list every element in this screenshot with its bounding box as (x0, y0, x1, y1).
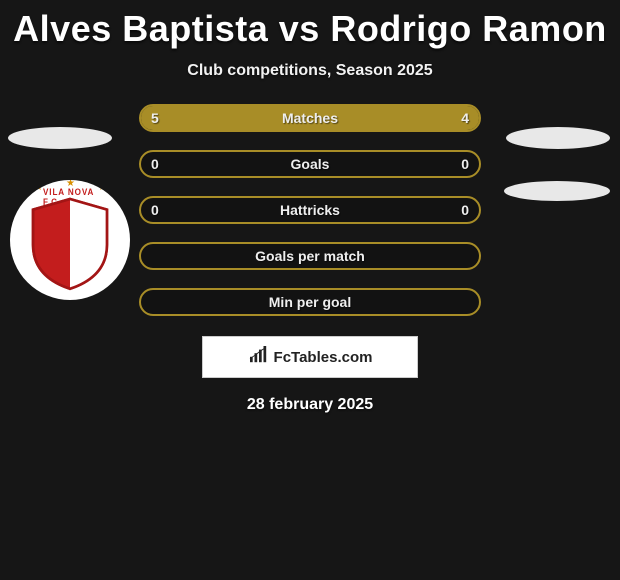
page-title: Alves Baptista vs Rodrigo Ramon (0, 0, 620, 50)
chart-icon (248, 346, 270, 369)
star-icon: ★ (98, 182, 107, 193)
date-text: 28 february 2025 (0, 396, 620, 414)
shield-icon (26, 195, 114, 293)
brand-box[interactable]: FcTables.com (202, 336, 418, 378)
stat-row: 0 0 Hattricks (139, 196, 481, 224)
stat-label: Min per goal (269, 294, 351, 310)
brand-text: FcTables.com (274, 349, 373, 366)
stat-label: Goals (291, 156, 330, 172)
stat-value-left: 0 (151, 156, 159, 172)
stat-row: Min per goal (139, 288, 481, 316)
stat-label: Goals per match (255, 248, 365, 264)
stat-value-left: 5 (151, 110, 159, 126)
player-right-placeholder-2 (504, 181, 610, 201)
stat-value-left: 0 (151, 202, 159, 218)
stat-value-right: 0 (461, 156, 469, 172)
club-badge: ★ ★ ★ VILA NOVA F.C. (10, 180, 130, 300)
star-icon: ★ (34, 182, 43, 193)
stats-container: 5 4 Matches 0 0 Goals 0 0 Hattricks Goals per mat… (139, 104, 481, 316)
subtitle: Club competitions, Season 2025 (0, 62, 620, 80)
stat-row: Goals per match (139, 242, 481, 270)
stat-value-right: 0 (461, 202, 469, 218)
stat-bar-right (327, 106, 479, 130)
stat-label: Matches (282, 110, 338, 126)
player-right-placeholder-top (506, 127, 610, 149)
stat-value-right: 4 (461, 110, 469, 126)
stat-label: Hattricks (280, 202, 340, 218)
stat-row: 5 4 Matches (139, 104, 481, 132)
stat-row: 0 0 Goals (139, 150, 481, 178)
player-left-placeholder-top (8, 127, 112, 149)
